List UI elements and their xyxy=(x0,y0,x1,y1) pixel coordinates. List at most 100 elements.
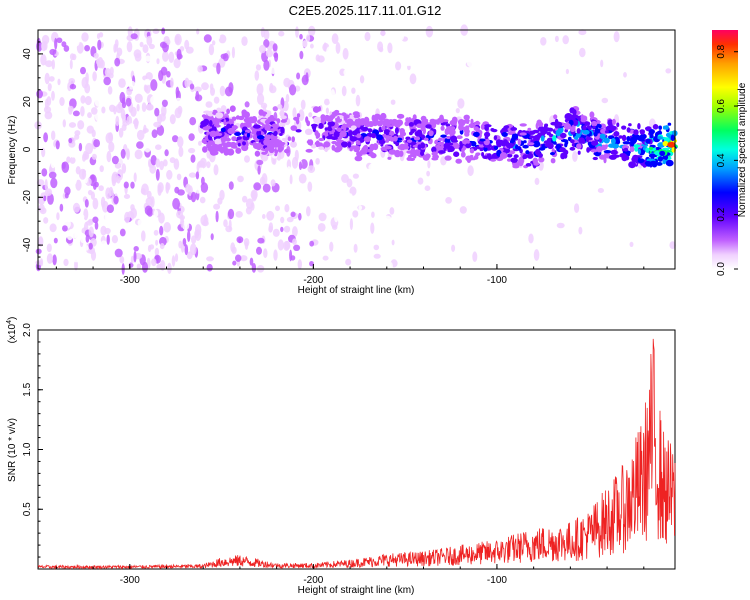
spectrogram-ridge-cell xyxy=(333,131,340,138)
spectrogram-ridge-cell xyxy=(391,118,399,126)
spectrogram-cell xyxy=(296,72,301,80)
spectrogram-cell xyxy=(236,236,244,244)
spectrogram-ridge-cell xyxy=(621,125,627,130)
spectrogram-cell xyxy=(265,110,272,117)
spectrogram-cell xyxy=(245,198,254,209)
spectrogram-cell xyxy=(134,93,143,104)
colorbar-gradient xyxy=(712,30,738,269)
spectrogram-cell xyxy=(134,149,143,160)
spectrogram-ridge-cell xyxy=(440,134,447,138)
spectrogram-ridge-cell xyxy=(438,150,446,154)
spectrogram-cell xyxy=(210,233,214,241)
spectrogram-cell xyxy=(455,108,460,114)
spectrogram-cell xyxy=(149,244,155,250)
spectrogram-ridge-cell xyxy=(637,135,645,142)
spectrogram-cell xyxy=(136,141,144,149)
spectrogram-ridge-cell xyxy=(367,148,373,153)
spectrogram-cell xyxy=(224,86,233,97)
spectrogram-cell xyxy=(293,194,300,202)
spectrogram-cell xyxy=(124,211,131,224)
spectrogram-ridge-cell xyxy=(261,151,268,155)
spectrogram-ridge-cell xyxy=(631,156,639,163)
spectrogram-cell xyxy=(257,165,261,175)
spectrogram-cell xyxy=(275,205,280,212)
spectrogram-cell xyxy=(300,99,306,110)
spectrogram-cell xyxy=(613,31,620,43)
spectrogram-ridge-cell xyxy=(252,142,257,147)
spectrogram-ridge-cell xyxy=(331,111,339,116)
spectrogram-cell xyxy=(427,64,433,76)
spectrogram-cell xyxy=(36,131,41,137)
spectrogram-cells xyxy=(34,24,678,275)
spectrogram-ridge-cell xyxy=(572,109,577,116)
spectrogram-ridge-cell xyxy=(396,137,403,141)
spectrogram-ridge-cell xyxy=(394,127,399,135)
spectrogram-cell xyxy=(44,72,50,85)
spectrogram-ridge-cell xyxy=(637,123,641,130)
spectrogram-cell xyxy=(159,243,165,250)
spectrogram-ridge-cell xyxy=(599,133,606,140)
spectrogram-ridge-cell xyxy=(473,126,479,131)
spectrogram-ridge-cell xyxy=(410,149,415,154)
spectrogram-cell xyxy=(74,130,81,136)
spectrogram-ridge-cell xyxy=(367,128,373,133)
spectrogram-cell xyxy=(75,166,81,175)
spectrogram-ridge-cell xyxy=(425,124,433,129)
spectrogram-cell xyxy=(435,75,440,86)
spectrogram-ridge-cell xyxy=(551,148,555,154)
spectrogram-cell xyxy=(206,256,214,262)
spectrogram-ridge-cell xyxy=(469,148,475,154)
spectrogram-cell xyxy=(155,144,162,150)
spectrogram-ridge-cell xyxy=(211,150,219,156)
spectrogram-cell xyxy=(387,42,393,54)
spectrogram-cell xyxy=(159,41,168,49)
spectrogram-cell xyxy=(126,148,130,160)
spectrogram-cell xyxy=(187,230,191,243)
spectrogram-cell xyxy=(55,140,60,150)
spectrogram-cell xyxy=(209,83,214,91)
spectrogram-cell xyxy=(341,85,347,97)
spectrogram-cell xyxy=(298,173,307,184)
spectrogram-cell xyxy=(472,251,478,262)
spectrogram-ridge-cell xyxy=(413,136,421,141)
spectrogram-ridge-cell xyxy=(513,154,519,159)
spectrogram-cell xyxy=(48,76,55,82)
spectrogram-cell xyxy=(196,36,204,45)
spectrogram-ridge-cell xyxy=(532,157,538,164)
y-tick-label: 1.5 xyxy=(22,382,33,396)
spectrogram-ridge-cell xyxy=(506,153,513,158)
spectrogram-cell xyxy=(307,165,316,174)
spectrogram-ridge-cell xyxy=(629,136,638,144)
spectrogram-cell xyxy=(601,97,609,104)
spectrogram-cell xyxy=(96,33,101,40)
spectrogram-cell xyxy=(600,59,604,68)
spectrogram-cell xyxy=(153,217,158,227)
spectrogram-ridge-cell xyxy=(484,135,489,140)
spectrogram-ridge-cell xyxy=(398,143,406,151)
snr-xlabel: Height of straight line (km) xyxy=(298,585,415,596)
spectrogram-ridge-cell xyxy=(315,142,322,147)
spectrogram-cell xyxy=(386,251,393,260)
spectrogram-ridge-cell xyxy=(649,133,654,139)
spectrogram-cell xyxy=(220,105,227,114)
spectrogram-cell xyxy=(97,39,102,51)
spectrogram-ridge-cell xyxy=(576,143,582,150)
spectrogram-cell xyxy=(546,260,554,271)
spectrogram-cell xyxy=(130,207,138,219)
spectrogram-cell xyxy=(262,183,271,193)
spectrogram-ridge-cell xyxy=(537,153,543,158)
spectrogram-cell xyxy=(105,132,114,144)
spectrogram-ridge-cell xyxy=(404,142,409,147)
spectrogram-ridge-cell xyxy=(517,146,521,151)
spectrogram-ridge-cell xyxy=(214,138,222,145)
spectrogram-cell xyxy=(119,228,126,237)
spectrogram-cell xyxy=(244,155,250,163)
spectrogram-cell xyxy=(114,248,123,258)
spectrogram-ridge-cell xyxy=(598,124,602,129)
spectrogram-cell xyxy=(141,102,147,112)
snr-panel: -300 -200 -100 0.5 1.0 1.5 2.0 Height of strai… xyxy=(6,317,676,596)
spectrogram-cell xyxy=(215,210,219,223)
spectrogram-ridge-cell xyxy=(245,129,251,134)
spectrogram-cell xyxy=(173,58,181,69)
spectrogram-ridge-cell xyxy=(396,113,405,119)
